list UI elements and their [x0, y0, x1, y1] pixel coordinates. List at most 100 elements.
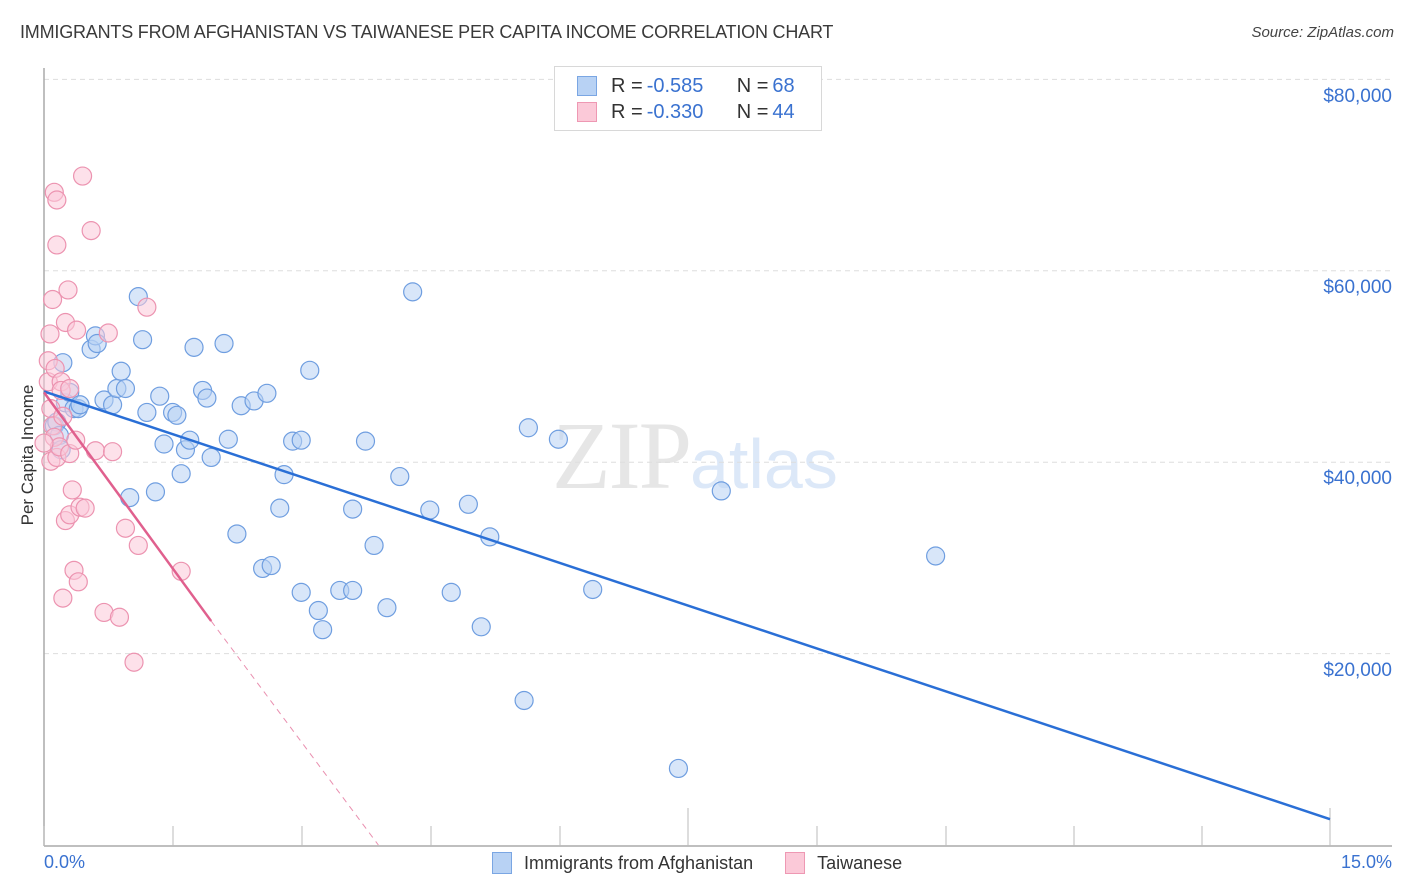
afghanistan-point	[214, 333, 234, 354]
y-tick-60000: $60,000	[1323, 277, 1392, 298]
afghanistan-trendline	[43, 390, 1331, 821]
afghanistan-point	[154, 434, 174, 454]
source-label: Source: ZipAtlas.com	[1251, 24, 1394, 41]
taiwanese-point	[124, 652, 144, 672]
taiwanese-trendline	[42, 391, 213, 622]
afghanistan-point	[518, 418, 538, 438]
afghanistan-point	[137, 402, 157, 423]
taiwanese-point	[128, 535, 148, 556]
afghanistan-point	[111, 361, 131, 381]
afghanistan-point	[355, 431, 376, 451]
chart-title: IMMIGRANTS FROM AFGHANISTAN VS TAIWANESE…	[20, 22, 834, 42]
afghanistan-point	[583, 579, 603, 600]
afghanistan-point	[668, 758, 689, 779]
taiwanese-point	[47, 190, 67, 210]
afghanistan-point	[343, 499, 363, 519]
afghanistan-point	[184, 337, 204, 357]
legend-item-afghanistan[interactable]: Immigrants from Afghanistan	[492, 852, 753, 874]
taiwanese-point	[75, 498, 95, 518]
taiwanese-point	[68, 572, 88, 592]
afghanistan-point	[270, 498, 290, 518]
n-label: N =	[736, 100, 769, 123]
afghanistan-point	[201, 447, 221, 468]
taiwanese-point	[40, 324, 60, 344]
taiwanese-point	[109, 607, 130, 627]
y-tick-20000: $20,000	[1323, 660, 1392, 681]
afghanistan-point	[150, 386, 170, 406]
correlation-legend: R = -0.585 N = 68 R = -0.330 N = 44	[554, 66, 822, 131]
afghanistan-point	[471, 617, 491, 637]
y-axis-label: Per Capita Income	[18, 384, 37, 526]
taiwanese-point	[60, 378, 80, 399]
legend-row-afghanistan: R = -0.585 N = 68	[577, 74, 795, 98]
legend-item-taiwanese[interactable]: Taiwanese	[785, 852, 902, 874]
taiwanese-point	[53, 588, 73, 608]
taiwanese-point	[66, 430, 86, 450]
taiwanese-point	[62, 480, 82, 500]
afghanistan-point	[197, 388, 217, 408]
taiwanese-point	[42, 289, 63, 310]
afghanistan-point	[70, 395, 90, 415]
afghanistan-point	[308, 600, 328, 621]
afghanistan-point	[548, 429, 569, 449]
taiwanese-point	[66, 320, 87, 340]
n-value: 68	[772, 74, 795, 97]
x-tick-max: 15.0%	[1340, 852, 1392, 872]
taiwanese-point	[34, 433, 54, 453]
r-label: R =	[611, 74, 643, 97]
afghanistan-point	[291, 582, 311, 602]
taiwanese-point	[102, 442, 123, 462]
afghanistan-point	[300, 360, 320, 380]
afghanistan-point	[458, 494, 478, 514]
afghanistan-point	[390, 466, 410, 487]
afghanistan-point	[313, 620, 333, 640]
afghanistan-point	[261, 555, 281, 576]
taiwanese-trendline-extension	[210, 620, 379, 846]
afghanistan-point	[364, 535, 384, 556]
taiwanese-point	[115, 518, 136, 538]
pink-swatch-icon	[577, 102, 597, 122]
pink-swatch-icon	[785, 852, 806, 874]
taiwanese-point	[81, 221, 101, 241]
afghanistan-point	[257, 383, 277, 403]
afghanistan-point	[514, 690, 534, 711]
afghanistan-point	[291, 430, 311, 450]
afghanistan-point	[343, 580, 363, 601]
afghanistan-point	[145, 482, 166, 502]
legend-label: Immigrants from Afghanistan	[524, 852, 754, 873]
taiwanese-point	[85, 441, 106, 461]
afghanistan-point	[171, 464, 191, 484]
taiwanese-point	[47, 235, 67, 255]
y-tick-40000: $40,000	[1323, 468, 1392, 489]
afghanistan-point	[403, 282, 423, 302]
afghanistan-point	[218, 429, 238, 449]
afghanistan-point	[377, 598, 397, 618]
afghanistan-point	[441, 582, 461, 602]
watermark: ZIPatlas	[552, 400, 838, 511]
afghanistan-point	[711, 481, 731, 501]
afghanistan-point	[227, 524, 247, 544]
taiwanese-point	[58, 280, 78, 300]
r-value: -0.585	[646, 74, 704, 97]
blue-swatch-icon	[577, 76, 597, 96]
series-legend: Immigrants from Afghanistan Taiwanese	[492, 852, 934, 874]
afghanistan-point	[132, 330, 153, 350]
n-value: 44	[772, 100, 795, 123]
afghanistan-point	[926, 546, 946, 566]
r-value: -0.330	[646, 100, 704, 123]
taiwanese-point	[72, 166, 93, 186]
afghanistan-point	[115, 378, 136, 399]
afghanistan-point	[120, 488, 140, 508]
n-label: N =	[736, 74, 769, 97]
taiwanese-point	[137, 297, 157, 317]
blue-swatch-icon	[492, 852, 512, 874]
legend-row-taiwanese: R = -0.330 N = 44	[577, 100, 795, 124]
y-tick-80000: $80,000	[1323, 86, 1392, 107]
watermark-zip: ZIP	[552, 402, 692, 509]
taiwanese-point	[98, 323, 118, 343]
r-label: R =	[611, 100, 643, 123]
x-tick-min: 0.0%	[44, 852, 86, 872]
afghanistan-point	[167, 405, 187, 425]
legend-label: Taiwanese	[817, 852, 903, 873]
